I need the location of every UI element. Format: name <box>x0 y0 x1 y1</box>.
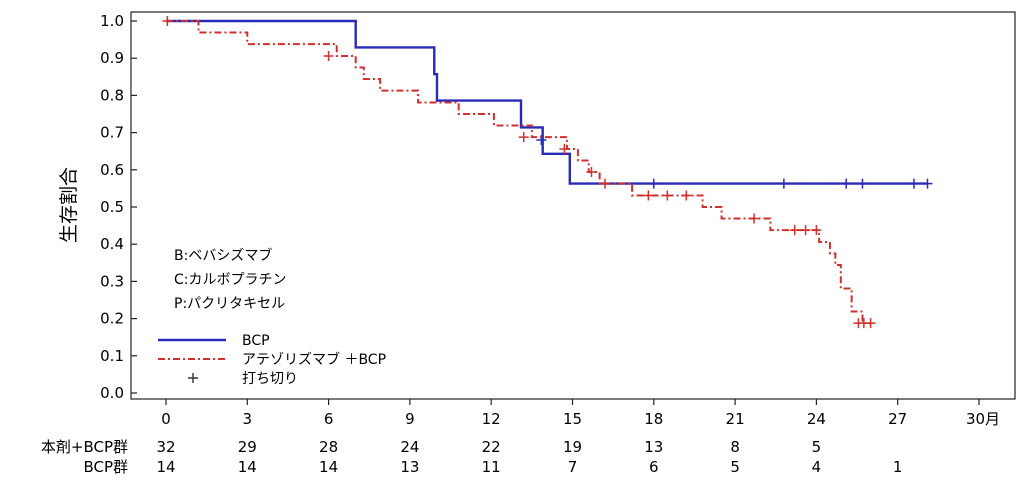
y-tick-label: 0.4 <box>100 235 124 253</box>
risk-count: 6 <box>649 458 659 476</box>
censor-mark <box>778 178 789 189</box>
x-tick-label: 24 <box>807 410 826 428</box>
risk-count: 5 <box>730 458 740 476</box>
y-tick-label: 0.5 <box>100 198 124 216</box>
risk-count: 32 <box>156 438 175 456</box>
risk-count: 4 <box>812 458 822 476</box>
censor-mark <box>841 178 852 189</box>
risk-count: 19 <box>563 438 582 456</box>
risk-count: 22 <box>482 438 501 456</box>
y-tick-label: 0.6 <box>100 161 124 179</box>
legend: BCP アテゾリズマブ ＋BCP 打ち切り <box>158 333 386 387</box>
x-axis: 0 3 6 9 12 15 18 21 24 27 30月 <box>161 399 1000 428</box>
y-tick-label: 0.1 <box>100 347 124 365</box>
risk-count: 13 <box>644 438 663 456</box>
censor-mark <box>749 213 760 224</box>
censor-mark <box>648 178 659 189</box>
censor-mark <box>789 225 800 236</box>
risk-count: 13 <box>400 458 419 476</box>
censor-mark <box>800 225 811 236</box>
series-layer <box>162 16 933 329</box>
risk-count: 11 <box>482 458 501 476</box>
y-tick-label: 0.2 <box>100 310 124 328</box>
censor-mark <box>323 50 334 61</box>
risk-count: 14 <box>156 458 175 476</box>
censor-mark <box>662 190 673 201</box>
censor-mark <box>857 178 868 189</box>
censor-mark <box>600 178 611 189</box>
censor-mark <box>559 143 570 154</box>
legend-censor-symbol <box>188 373 198 383</box>
legend-label: BCP <box>242 333 270 349</box>
legend-label: 打ち切り <box>242 370 298 387</box>
series-line-bcp <box>166 19 928 185</box>
risk-count: 14 <box>319 458 338 476</box>
censor-mark <box>865 318 876 329</box>
x-tick-label: 9 <box>405 410 415 428</box>
censor-mark <box>586 167 597 178</box>
x-tick-label: 18 <box>644 410 663 428</box>
note-text: B:ベバシズマブ <box>174 247 272 264</box>
censor-mark <box>162 16 173 26</box>
y-tick-label: 0.9 <box>100 49 124 67</box>
x-tick-label: 3 <box>243 410 253 428</box>
y-tick-label: 1.0 <box>100 12 124 30</box>
x-tick-label: 15 <box>563 410 582 428</box>
x-tick-label: 6 <box>324 410 334 428</box>
y-tick-label: 0.7 <box>100 124 124 142</box>
risk-count: 1 <box>893 458 903 476</box>
risk-row-label: BCP群 <box>83 458 128 476</box>
series-line-atezolizumab-bcp <box>166 20 871 325</box>
x-tick-label: 21 <box>726 410 745 428</box>
risk-count: 5 <box>812 438 822 456</box>
censor-mark <box>681 190 692 201</box>
x-tick-label: 12 <box>482 410 501 428</box>
y-tick-label: 0.0 <box>100 384 124 402</box>
risk-count: 8 <box>730 438 740 456</box>
y-tick-label: 0.8 <box>100 86 124 104</box>
censor-mark <box>922 178 933 189</box>
x-tick-label: 27 <box>888 410 907 428</box>
y-tick-label: 0.3 <box>100 272 124 290</box>
risk-count: 28 <box>319 438 338 456</box>
risk-count: 29 <box>238 438 257 456</box>
legend-label: アテゾリズマブ ＋BCP <box>242 351 386 368</box>
x-tick-label: 0 <box>161 410 171 428</box>
abbreviation-notes: B:ベバシズマブ C:カルボプラチン P:パクリタキセル <box>174 247 287 312</box>
censor-mark <box>643 190 654 201</box>
censor-mark <box>518 132 529 143</box>
risk-count: 24 <box>400 438 419 456</box>
risk-row-label: 本剤+BCP群 <box>41 438 128 456</box>
note-text: C:カルボプラチン <box>174 272 287 288</box>
y-axis: 0.0 0.1 0.2 0.3 0.4 0.5 0.6 0.7 0.8 0.9 1.0 <box>100 12 137 402</box>
censor-mark <box>908 178 919 189</box>
x-tick-label: 30月 <box>966 410 1000 428</box>
risk-count: 14 <box>238 458 257 476</box>
risk-count: 7 <box>568 458 578 476</box>
censor-mark <box>811 225 822 236</box>
y-axis-label: 生存割合 <box>58 167 80 243</box>
note-text: P:パクリタキセル <box>174 296 285 312</box>
